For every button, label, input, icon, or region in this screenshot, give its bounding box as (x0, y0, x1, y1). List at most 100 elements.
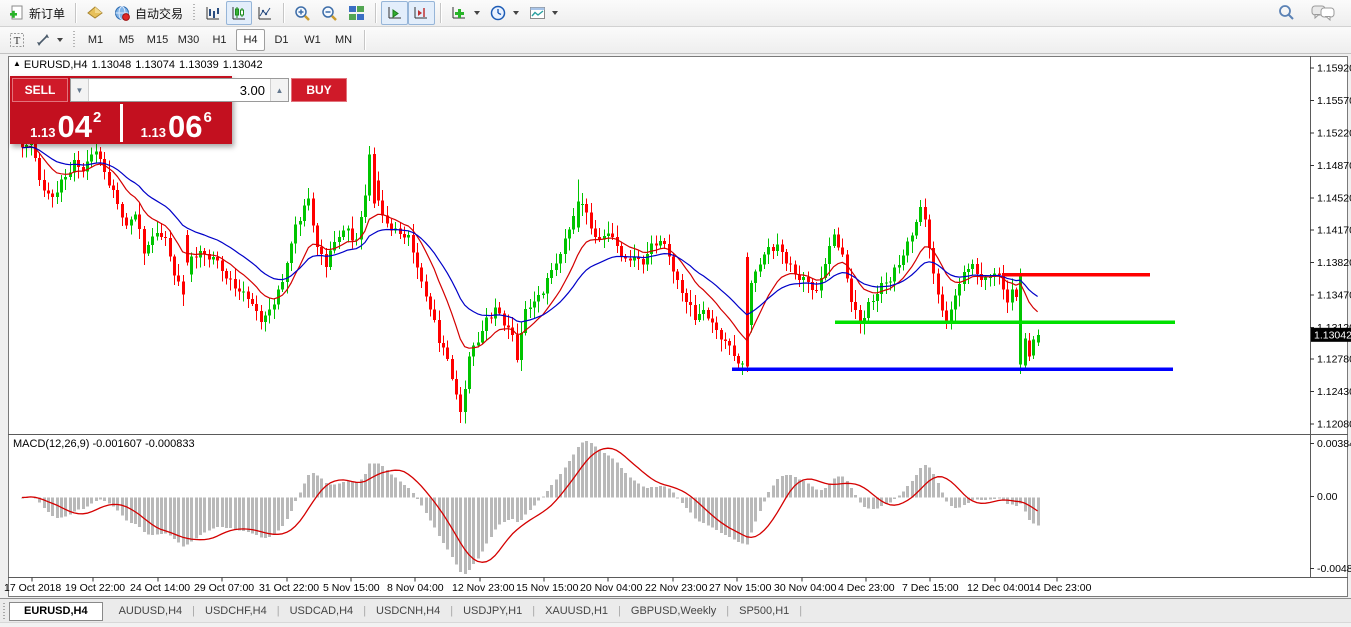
chart-tab[interactable]: USDJPY,H1 (463, 605, 523, 617)
new-order-button[interactable]: 新订单 (4, 1, 70, 25)
toolbar-grip (193, 4, 196, 22)
volume-spinner: ▼ ▲ (70, 78, 289, 102)
sell-price-main: 1.13 (30, 125, 56, 140)
autotrading-label: 自动交易 (135, 6, 184, 21)
price-axis-label: 1.13820 (1317, 257, 1351, 269)
autotrading-button[interactable]: 自动交易 (109, 1, 188, 25)
buy-price-sup: 6 (203, 109, 212, 126)
volume-decrease-button[interactable]: ▼ (71, 79, 89, 101)
bar-chart-button[interactable] (200, 1, 226, 25)
chat-icon[interactable] (1311, 4, 1335, 22)
chart-tab-bar: EURUSD,H4 AUDUSD,H4 | USDCHF,H4 | USDCAD,H4 | U… (0, 598, 1351, 623)
chart-shift-button[interactable] (408, 1, 436, 25)
timeframe-button-m1[interactable]: M1 (87, 34, 104, 46)
chart-tab[interactable]: AUDUSD,H4 (118, 605, 183, 617)
date-axis-label: 12 Dec 04:00 (967, 582, 1030, 594)
chart-tab[interactable]: USDCHF,H4 (205, 605, 267, 617)
periods-dropdown-caret[interactable] (513, 11, 520, 15)
periods-button[interactable] (485, 1, 524, 25)
toolbar-separator (364, 30, 365, 50)
date-axis-label: 17 Oct 2018 (4, 582, 61, 594)
price-axis-label: 1.15920 (1317, 63, 1351, 75)
zoom-in-button[interactable] (289, 1, 316, 25)
new-order-label: 新订单 (29, 6, 66, 21)
date-axis-label: 29 Oct 07:00 (194, 582, 254, 594)
date-axis-label: 14 Dec 23:00 (1029, 582, 1092, 594)
search-icon[interactable] (1277, 4, 1295, 22)
indicators-button[interactable] (446, 1, 485, 25)
tab-separator: | (192, 605, 196, 617)
timeframe-button-h1[interactable]: H1 (212, 34, 227, 46)
text-tool-button[interactable]: T (4, 28, 30, 52)
date-axis-label: 7 Dec 15:00 (902, 582, 959, 594)
buy-price-main: 1.13 (140, 125, 166, 140)
volume-increase-button[interactable]: ▲ (270, 79, 288, 101)
price-axis-label: 1.14870 (1317, 160, 1351, 172)
chart-tab[interactable]: XAUUSD,H1 (545, 605, 609, 617)
volume-input[interactable] (89, 79, 270, 101)
metaeditor-button[interactable] (81, 1, 109, 25)
periods-clock-icon (490, 5, 507, 21)
templates-dropdown-caret[interactable] (552, 11, 559, 15)
auto-scroll-button[interactable] (381, 1, 409, 25)
chart-tab[interactable]: SP500,H1 (739, 605, 790, 617)
tab-bar-grip (3, 603, 5, 619)
price-axis-label: 1.12430 (1317, 386, 1351, 398)
quote-high: 1.13074 (135, 59, 176, 71)
zoom-out-button[interactable] (316, 1, 343, 25)
chart-tab[interactable]: GBPUSD,Weekly (630, 605, 717, 617)
tab-separator: | (276, 605, 280, 617)
draw-tools-icon (35, 32, 51, 48)
timeframe-button-w1[interactable]: W1 (304, 34, 321, 46)
sell-price-sup: 2 (92, 109, 102, 126)
templates-icon (529, 5, 546, 21)
timeframe-button-m5[interactable]: M5 (118, 34, 135, 46)
tile-windows-button[interactable] (343, 1, 370, 25)
tab-separator: | (618, 605, 621, 617)
one-click-trading-panel: SELL ▼ ▲ BUY 1.13 04 2 1.13 06 6 (10, 76, 347, 144)
buy-price-box[interactable]: 1.13 06 6 (122, 104, 230, 142)
autotrading-globe-icon (114, 5, 131, 21)
timeframe-button-m30[interactable]: M30 (177, 34, 200, 46)
date-axis-label: 31 Oct 22:00 (259, 582, 319, 594)
chart-tab[interactable]: USDCNH,H4 (376, 605, 441, 617)
chart-title: ▲ EURUSD,H4 1.13048 1.13074 1.13039 1.13042 (13, 59, 267, 71)
buy-button[interactable]: BUY (291, 78, 347, 102)
chart-shift-icon (413, 5, 430, 21)
timeframe-button-m15[interactable]: M15 (146, 34, 169, 46)
tab-separator: | (726, 605, 730, 617)
toolbar-separator (283, 3, 285, 23)
date-axis-label: 22 Nov 23:00 (645, 582, 708, 594)
macd-indicator-label: MACD(12,26,9) -0.001607 -0.000833 (13, 438, 195, 450)
collapse-arrow-icon: ▲ (13, 59, 21, 68)
tile-windows-icon (348, 5, 365, 21)
chart-tab-active[interactable]: EURUSD,H4 (9, 601, 103, 621)
date-axis-label: 8 Nov 04:00 (387, 582, 444, 594)
candlestick-chart-button[interactable] (226, 1, 253, 25)
sell-price-box[interactable]: 1.13 04 2 (12, 104, 120, 142)
draw-tools-dropdown-caret[interactable] (57, 38, 63, 42)
main-toolbar: 新订单 自动交易 (0, 0, 1351, 27)
sell-button[interactable]: SELL (12, 78, 68, 102)
draw-tools-button[interactable] (30, 28, 68, 52)
chart-tab[interactable]: USDCAD,H4 (289, 605, 354, 617)
indicators-dropdown-caret[interactable] (474, 11, 481, 15)
timeframe-button-d1[interactable]: D1 (274, 34, 289, 46)
toolbar-grip (73, 31, 75, 49)
svg-text:T: T (14, 35, 21, 47)
timeframe-button-h4[interactable]: H4 (236, 29, 265, 51)
date-axis-label: 12 Nov 23:00 (452, 582, 515, 594)
tab-separator: | (532, 605, 536, 617)
price-axis-label: 1.13470 (1317, 290, 1351, 302)
current-price-tag: 1.13042 (1314, 329, 1351, 341)
timeframe-button-mn[interactable]: MN (334, 34, 353, 46)
templates-button[interactable] (524, 1, 563, 25)
price-axis-label: 1.12780 (1317, 354, 1351, 366)
metaeditor-icon (86, 5, 104, 21)
price-axis-label: 1.12080 (1317, 419, 1351, 431)
toolbar-separator (440, 3, 442, 23)
tab-separator: | (450, 605, 454, 617)
line-chart-button[interactable] (252, 1, 278, 25)
price-axis-label: 1.15570 (1317, 95, 1351, 107)
